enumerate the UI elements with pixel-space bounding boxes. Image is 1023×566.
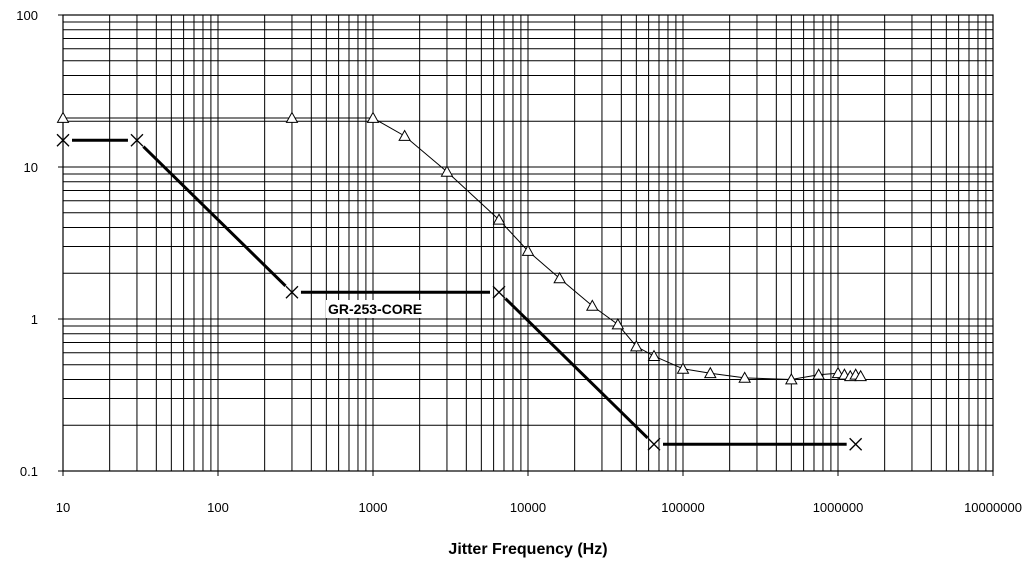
triangle-marker (854, 369, 867, 382)
x-tick-label: 100 (207, 500, 229, 515)
x-marker-stroke (492, 285, 506, 299)
annotation-gr-253-core: GR-253-CORE (328, 301, 422, 317)
y-tick-label: 100 (16, 8, 38, 23)
x-marker (285, 285, 299, 299)
triangle-marker (285, 111, 299, 123)
triangle-marker (611, 317, 625, 330)
x-axis-title: Jitter Frequency (Hz) (448, 541, 607, 558)
y-tick-label: 1 (31, 312, 38, 327)
x-marker (849, 437, 863, 451)
series-group (56, 111, 867, 451)
y-tick-label: 0.1 (20, 464, 38, 479)
triangle-marker (738, 371, 752, 383)
triangle-marker (647, 349, 661, 362)
x-marker (492, 285, 506, 299)
triangle-marker (784, 372, 798, 385)
plot-frame (58, 14, 994, 476)
mask-segment (504, 297, 649, 440)
triangle-marker (703, 366, 717, 379)
triangle-marker (492, 213, 506, 225)
triangle-marker (56, 111, 70, 123)
triangle-marker (629, 339, 643, 352)
x-marker (56, 133, 70, 147)
series-triangle-line (63, 117, 861, 381)
x-tick-label: 100000 (661, 500, 704, 515)
triangle-marker (398, 129, 411, 141)
x-marker-stroke (130, 133, 144, 147)
x-marker-stroke (56, 133, 70, 147)
triangle-marker (440, 165, 454, 177)
x-marker-stroke (647, 437, 661, 451)
x-marker (130, 133, 144, 147)
x-marker-stroke (285, 285, 299, 299)
triangle-marker (812, 368, 825, 380)
triangle-marker (585, 299, 599, 311)
x-marker (647, 437, 661, 451)
triangle-marker (553, 271, 566, 284)
mask-segment (142, 145, 287, 288)
triangle-marker (366, 111, 380, 123)
x-tick-label: 10000000 (964, 500, 1022, 515)
tick-labels: 10 100 1000 10000 100000 1000000 10000000 0.1 1 1… (16, 8, 1022, 515)
x-tick-label: 10 (56, 500, 70, 515)
x-tick-label: 1000 (359, 500, 388, 515)
annotation-background (326, 300, 425, 318)
triangle-marker (676, 362, 690, 374)
triangle-marker (521, 244, 535, 256)
x-marker-stroke (849, 437, 863, 451)
x-tick-label: 10000 (510, 500, 546, 515)
grid-lines (62, 15, 993, 472)
x-tick-label: 1000000 (813, 500, 864, 515)
y-tick-label: 10 (24, 160, 38, 175)
